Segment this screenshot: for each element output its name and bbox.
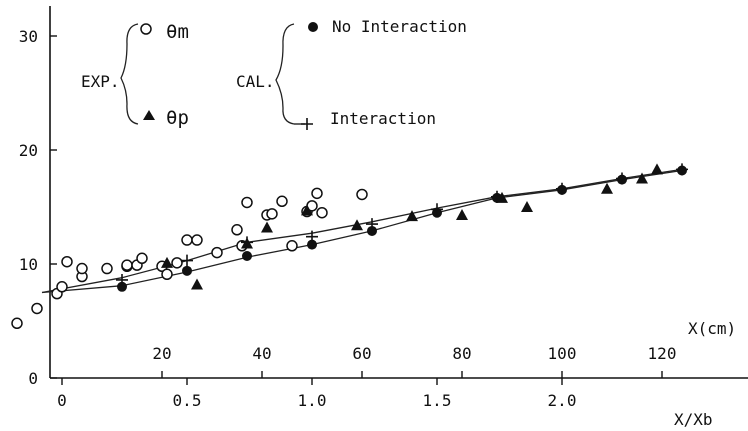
- x-tick-label-ratio: 1.0: [298, 391, 327, 410]
- point-theta-m: [56, 281, 68, 293]
- point-theta-m: [191, 234, 203, 246]
- point-theta-m: [136, 252, 148, 265]
- curve-interaction: [41, 168, 683, 294]
- point-theta-m: [31, 302, 43, 315]
- point-theta-m: [356, 188, 368, 201]
- point-no-interaction: [367, 225, 377, 236]
- x-tick-label-ratio: 2.0: [548, 391, 577, 410]
- point-theta-m: [211, 246, 223, 259]
- point-theta-m: [11, 317, 23, 330]
- x-tick-label-cm: 60: [352, 344, 371, 363]
- point-theta-p: [301, 204, 313, 216]
- point-interaction: [116, 273, 128, 286]
- y-tick-label: 10: [19, 255, 38, 274]
- point-interaction: [431, 203, 443, 216]
- point-theta-p: [636, 172, 648, 184]
- x-tick-label-ratio: 1.5: [423, 391, 452, 410]
- y-tick-label: 0: [28, 369, 38, 388]
- point-interaction: [241, 236, 253, 249]
- point-theta-m: [61, 255, 73, 268]
- point-theta-p: [161, 256, 173, 268]
- x-tick-label-cm: 80: [452, 344, 471, 363]
- x-tick-label-cm: 40: [252, 344, 271, 363]
- point-theta-p: [351, 219, 363, 231]
- point-interaction: [676, 163, 688, 176]
- legend-no-interaction-label: No Interaction: [332, 17, 467, 36]
- point-theta-p: [406, 210, 418, 222]
- legend-theta-m-marker: [140, 23, 152, 35]
- y-tick-label: 30: [19, 27, 38, 46]
- x-ticks-ratio: 0 0.5 1.0 1.5 2.0: [57, 378, 576, 410]
- x-tick-label-cm: 20: [152, 344, 171, 363]
- legend-interaction-marker: [301, 118, 313, 130]
- point-theta-m: [241, 196, 253, 209]
- legend-cal-brace: [275, 23, 295, 125]
- point-theta-p: [651, 163, 663, 175]
- x-axis-label-cm: X(cm): [688, 319, 736, 338]
- point-theta-m: [161, 268, 173, 281]
- point-theta-m: [311, 187, 323, 200]
- point-interaction: [181, 254, 193, 267]
- point-interaction: [306, 230, 318, 243]
- point-theta-p: [601, 182, 613, 194]
- x-tick-label-ratio: 0.5: [173, 391, 202, 410]
- model-curves: [41, 168, 683, 294]
- point-theta-m: [231, 224, 243, 236]
- point-no-interaction: [307, 239, 317, 250]
- point-theta-p: [456, 208, 468, 220]
- legend-theta-m-label: θm: [166, 21, 189, 43]
- legend-cal-label: CAL.: [236, 72, 275, 91]
- point-theta-m: [76, 262, 88, 275]
- axes: 0 10 20 30: [19, 6, 748, 388]
- legend-theta-p-label: θp: [166, 107, 189, 129]
- point-theta-m: [181, 234, 193, 246]
- data-markers: [11, 163, 688, 330]
- point-theta-p: [521, 201, 533, 212]
- point-theta-m: [121, 259, 133, 271]
- point-theta-m: [101, 262, 113, 275]
- x-ticks-cm: 20 40 60 80 100 120: [152, 344, 676, 378]
- legend: EXP. θm θp CAL. No Interaction Interacti…: [81, 17, 467, 130]
- point-interaction: [366, 218, 378, 231]
- point-theta-p: [191, 278, 203, 290]
- point-no-interaction: [117, 281, 127, 292]
- point-interaction: [556, 182, 568, 195]
- x-tick-label-ratio: 0: [57, 391, 67, 410]
- x-axis-label-ratio: X/Xb: [674, 410, 713, 429]
- point-theta-p: [261, 221, 273, 233]
- point-theta-m: [286, 240, 298, 252]
- point-no-interaction: [182, 265, 192, 276]
- legend-exp-brace: [120, 23, 139, 125]
- x-tick-label-cm: 100: [548, 344, 577, 363]
- point-no-interaction: [242, 251, 252, 262]
- legend-theta-p-marker: [143, 110, 155, 120]
- point-theta-m: [276, 195, 288, 208]
- y-tick-label: 20: [19, 141, 38, 160]
- point-theta-m: [266, 208, 278, 220]
- legend-no-interaction-marker: [308, 22, 318, 32]
- point-theta-m: [171, 257, 183, 269]
- x-tick-label-cm: 120: [648, 344, 677, 363]
- point-theta-m: [316, 206, 328, 219]
- legend-exp-label: EXP.: [81, 72, 120, 91]
- legend-interaction-label: Interaction: [330, 109, 436, 128]
- point-interaction: [616, 172, 628, 185]
- point-interaction: [491, 190, 503, 203]
